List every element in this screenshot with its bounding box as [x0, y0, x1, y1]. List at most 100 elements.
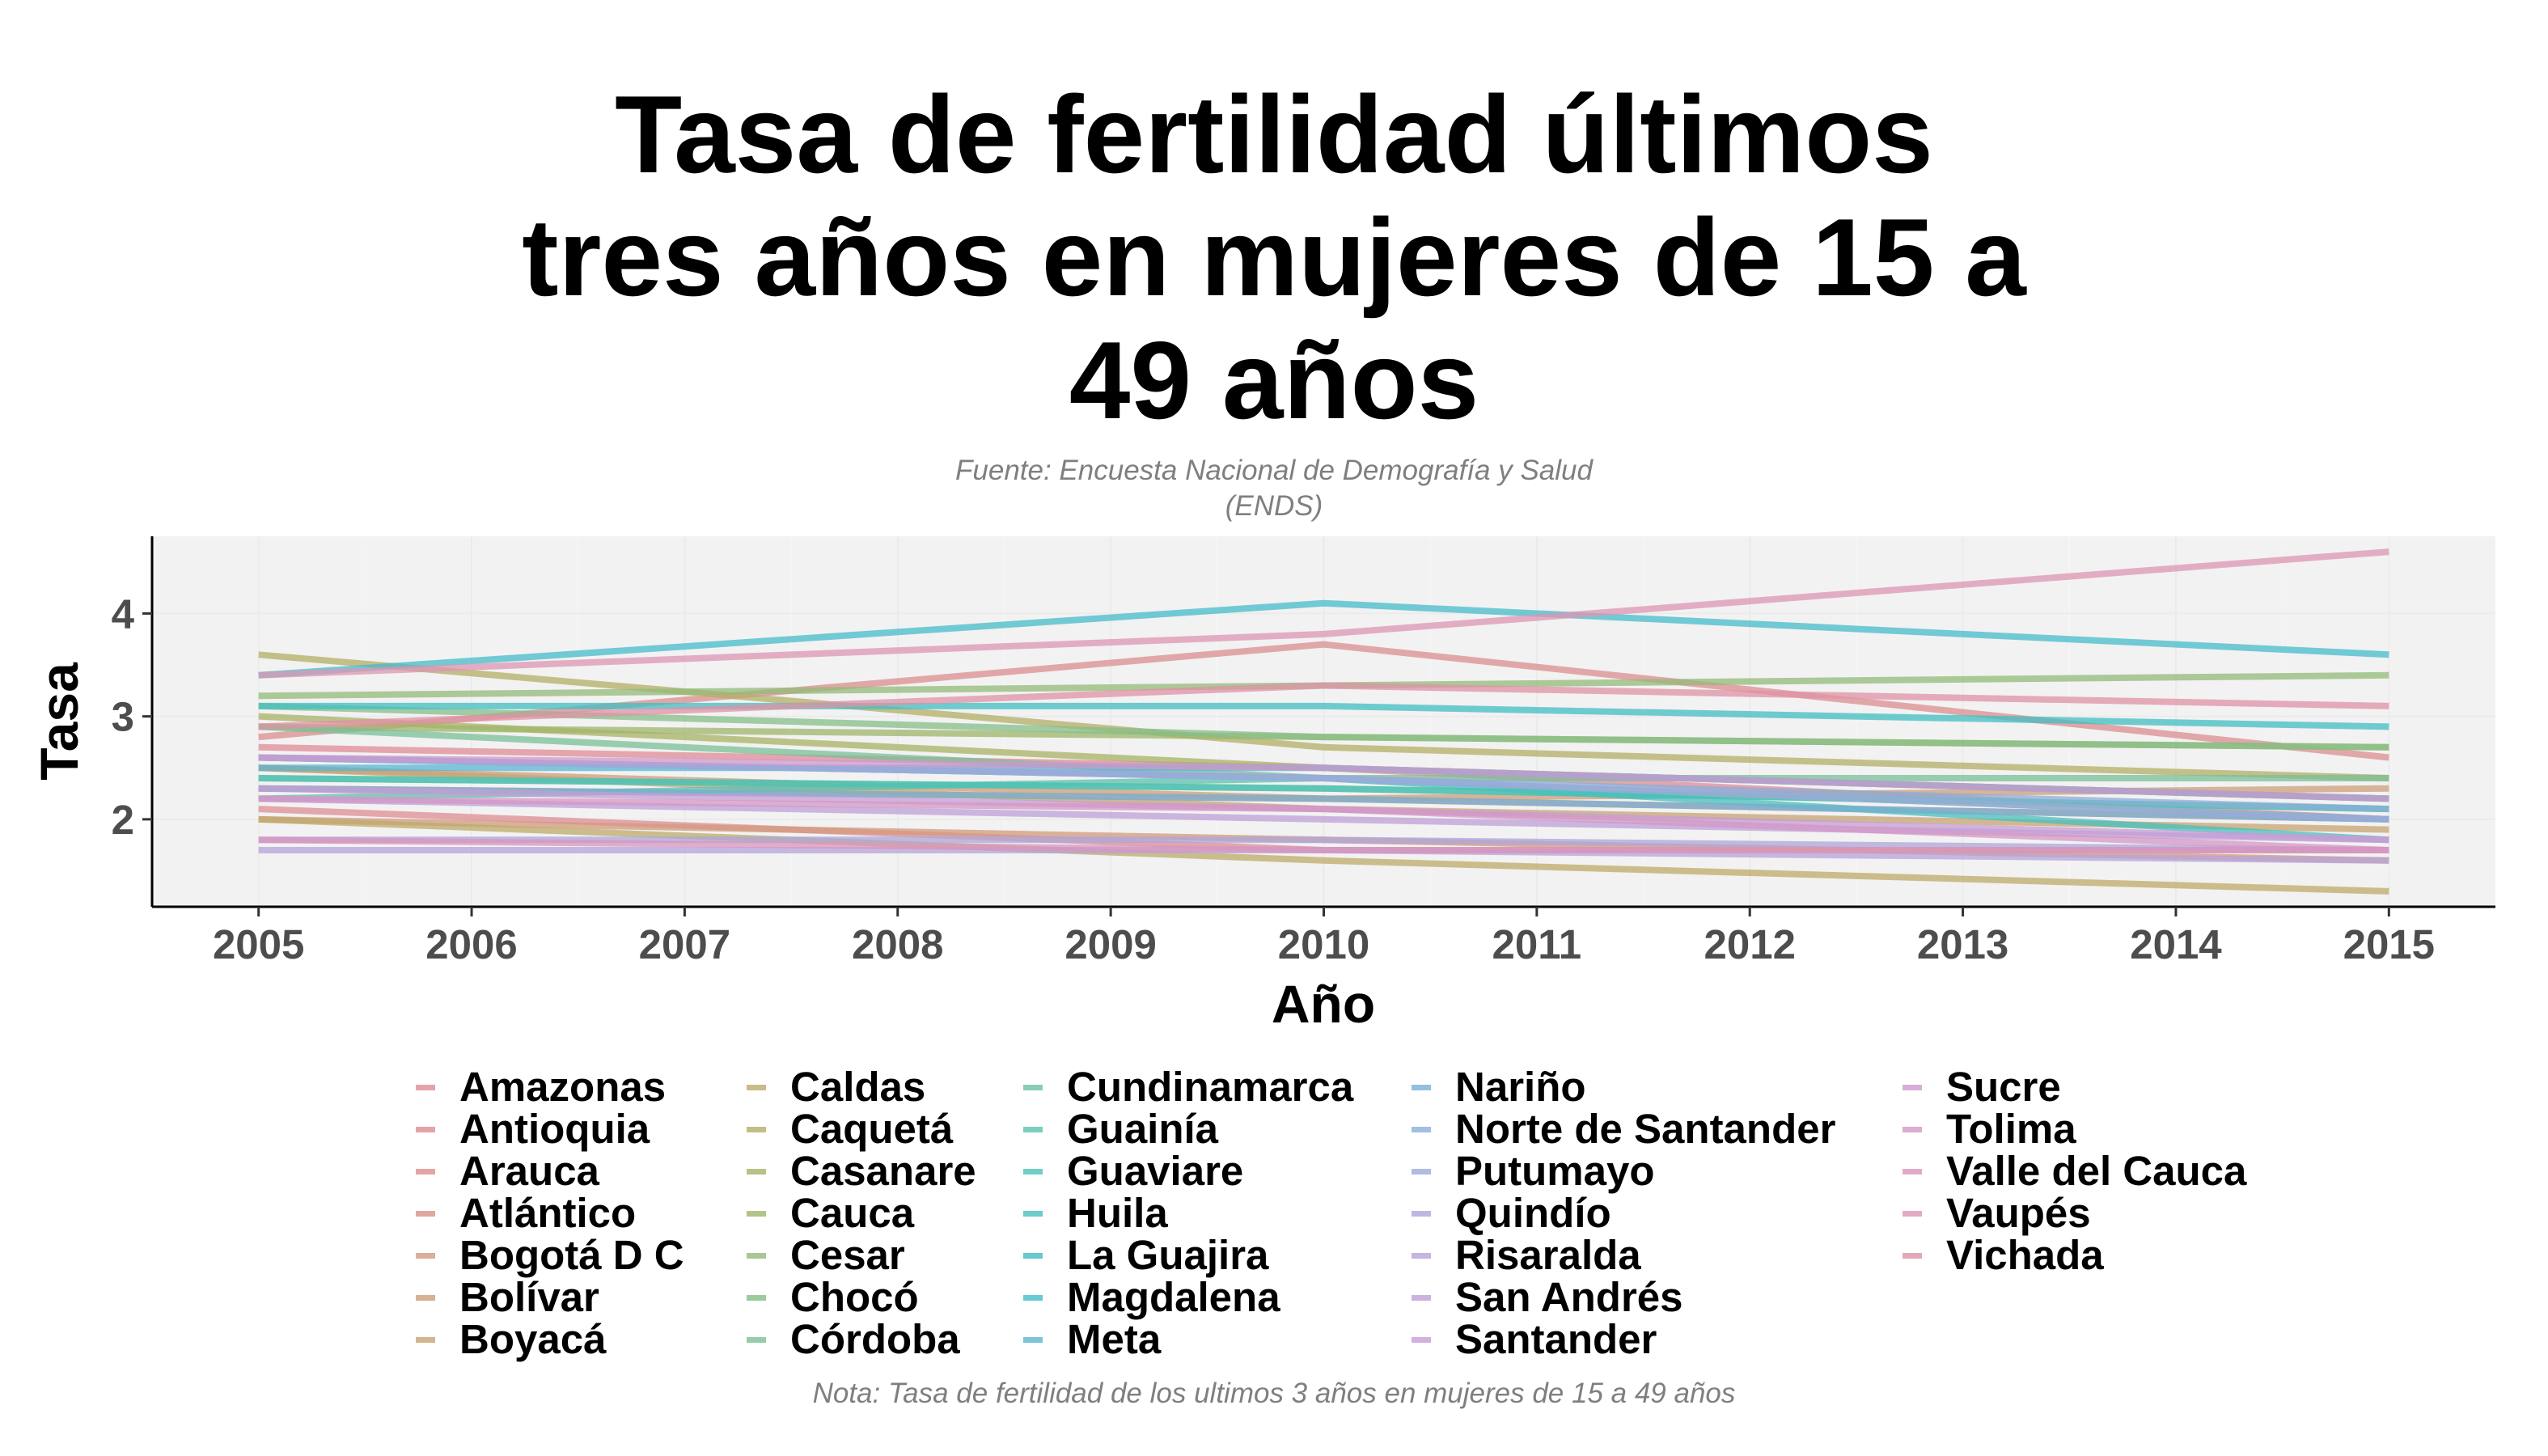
- legend-key-swatch: [416, 1337, 435, 1343]
- legend-label: Bogotá D C: [459, 1232, 684, 1278]
- legend-label: Amazonas: [459, 1064, 667, 1110]
- legend-label: Vichada: [1946, 1232, 2104, 1278]
- legend-label: Sucre: [1946, 1064, 2061, 1110]
- legend-key-swatch: [747, 1169, 766, 1175]
- legend-key-swatch: [747, 1211, 766, 1217]
- series-line: [258, 754, 2389, 802]
- chart-title-line: tres años en mujeres de 15 a: [522, 196, 2026, 319]
- legend-label: Cauca: [790, 1190, 915, 1236]
- legend-key-swatch: [1903, 1169, 1922, 1175]
- series-line: [258, 836, 2389, 853]
- legend-key-swatch: [416, 1211, 435, 1217]
- series-line: [258, 775, 2389, 813]
- x-tick-label: 2006: [425, 921, 517, 967]
- legend-key-swatch: [747, 1127, 766, 1132]
- legend-label: Santander: [1455, 1316, 1657, 1362]
- legend-key-swatch: [747, 1295, 766, 1301]
- chart-subtitle: Fuente: Encuesta Nacional de Demografía …: [0, 453, 2548, 524]
- chart-title-line: Tasa de fertilidad últimos: [615, 73, 1933, 196]
- legend-label: Guainía: [1067, 1106, 1219, 1152]
- legend-key-swatch: [416, 1169, 435, 1175]
- series-line: [258, 548, 2389, 679]
- legend-label: Bolívar: [459, 1274, 599, 1320]
- series-line: [258, 702, 2389, 751]
- x-tick-label: 2011: [1492, 921, 1582, 967]
- legend-label: Cesar: [790, 1232, 905, 1278]
- legend-key-swatch: [416, 1127, 435, 1132]
- series-line: [258, 754, 2389, 823]
- legend-label: Antioquia: [459, 1106, 650, 1152]
- chart-caption: Nota: Tasa de fertilidad de los ultimos …: [812, 1378, 1736, 1409]
- legend-label: Valle del Cauca: [1946, 1148, 2247, 1194]
- legend-key-swatch: [416, 1085, 435, 1090]
- x-tick-label: 2013: [1917, 921, 2008, 967]
- series-line: [258, 599, 2389, 679]
- legend-key-swatch: [416, 1295, 435, 1301]
- series-line: [258, 836, 2389, 853]
- x-axis-title: Año: [1272, 974, 1375, 1034]
- legend-key-swatch: [747, 1253, 766, 1259]
- legend-key-swatch: [1023, 1295, 1043, 1301]
- legend-key-swatch: [747, 1337, 766, 1343]
- series-line: [258, 795, 2389, 853]
- legend-label: Chocó: [790, 1274, 919, 1320]
- legend-key-swatch: [1412, 1211, 1431, 1217]
- legend-key-swatch: [1023, 1337, 1043, 1343]
- legend-key-swatch: [1023, 1085, 1043, 1090]
- legend-key-swatch: [1412, 1295, 1431, 1301]
- chart-subtitle-line: Fuente: Encuesta Nacional de Demografía …: [955, 455, 1593, 486]
- legend-key-swatch: [1412, 1085, 1431, 1090]
- legend-label: Casanare: [790, 1148, 976, 1194]
- legend-label: Vaupés: [1946, 1190, 2091, 1236]
- legend-label: Caquetá: [790, 1106, 954, 1152]
- legend-label: Quindío: [1455, 1190, 1611, 1236]
- series-line: [258, 682, 2389, 730]
- legend-key-swatch: [1412, 1253, 1431, 1259]
- series-line: [258, 795, 2389, 844]
- legend-key-swatch: [1023, 1127, 1043, 1132]
- x-axis-ticks: 2005 2006 2007 2008 2009 2010 2011 2012 2013 2014…: [213, 907, 2435, 967]
- x-tick-label: 2010: [1278, 921, 1369, 967]
- chart-subtitle-line: (ENDS): [1225, 490, 1323, 522]
- y-axis-ticks: 2 3 4: [112, 590, 152, 843]
- legend-label: Cundinamarca: [1067, 1064, 1354, 1110]
- chart-title: Tasa de fertilidad últimos tres años en …: [0, 73, 2548, 442]
- legend-label: Norte de Santander: [1455, 1106, 1836, 1152]
- x-tick-label: 2014: [2130, 921, 2222, 967]
- legend-label: La Guajira: [1067, 1232, 1269, 1278]
- legend-key-swatch: [1412, 1127, 1431, 1132]
- series-line: [258, 651, 2389, 781]
- legend-key-swatch: [1023, 1169, 1043, 1175]
- legend-key-swatch: [1412, 1169, 1431, 1175]
- legend-key-swatch: [1023, 1253, 1043, 1259]
- x-tick-label: 2012: [1704, 921, 1795, 967]
- chart-title-line: 49 años: [1069, 319, 1479, 442]
- legend-key-swatch: [1903, 1253, 1922, 1259]
- legend-key-swatch: [1412, 1337, 1431, 1343]
- legend-label: Córdoba: [790, 1316, 960, 1362]
- legend-label: Tolima: [1946, 1106, 2076, 1152]
- legend-label: Nariño: [1455, 1064, 1586, 1110]
- legend-label: Magdalena: [1067, 1274, 1280, 1320]
- x-tick-label: 2007: [639, 921, 730, 967]
- legend-label: Putumayo: [1455, 1148, 1655, 1194]
- legend-label: Huila: [1067, 1190, 1168, 1236]
- legend-label: Meta: [1067, 1316, 1162, 1362]
- y-tick-label: 4: [112, 590, 135, 637]
- x-tick-label: 2015: [2343, 921, 2435, 967]
- legend-label: Arauca: [459, 1148, 599, 1194]
- series-line: [258, 702, 2389, 730]
- legend-label: Boyacá: [459, 1316, 607, 1362]
- legend-key-swatch: [1023, 1211, 1043, 1217]
- series-line: [258, 815, 2389, 895]
- x-tick-label: 2009: [1064, 921, 1156, 967]
- legend-label: Atlántico: [459, 1190, 637, 1236]
- y-axis-title: Tasa: [29, 662, 89, 781]
- legend-label: Guaviare: [1067, 1148, 1244, 1194]
- x-tick-label: 2005: [213, 921, 304, 967]
- legend-key-swatch: [1903, 1211, 1922, 1217]
- legend-label: San Andrés: [1455, 1274, 1683, 1320]
- y-tick-label: 3: [112, 694, 134, 740]
- series-line: [258, 785, 2389, 823]
